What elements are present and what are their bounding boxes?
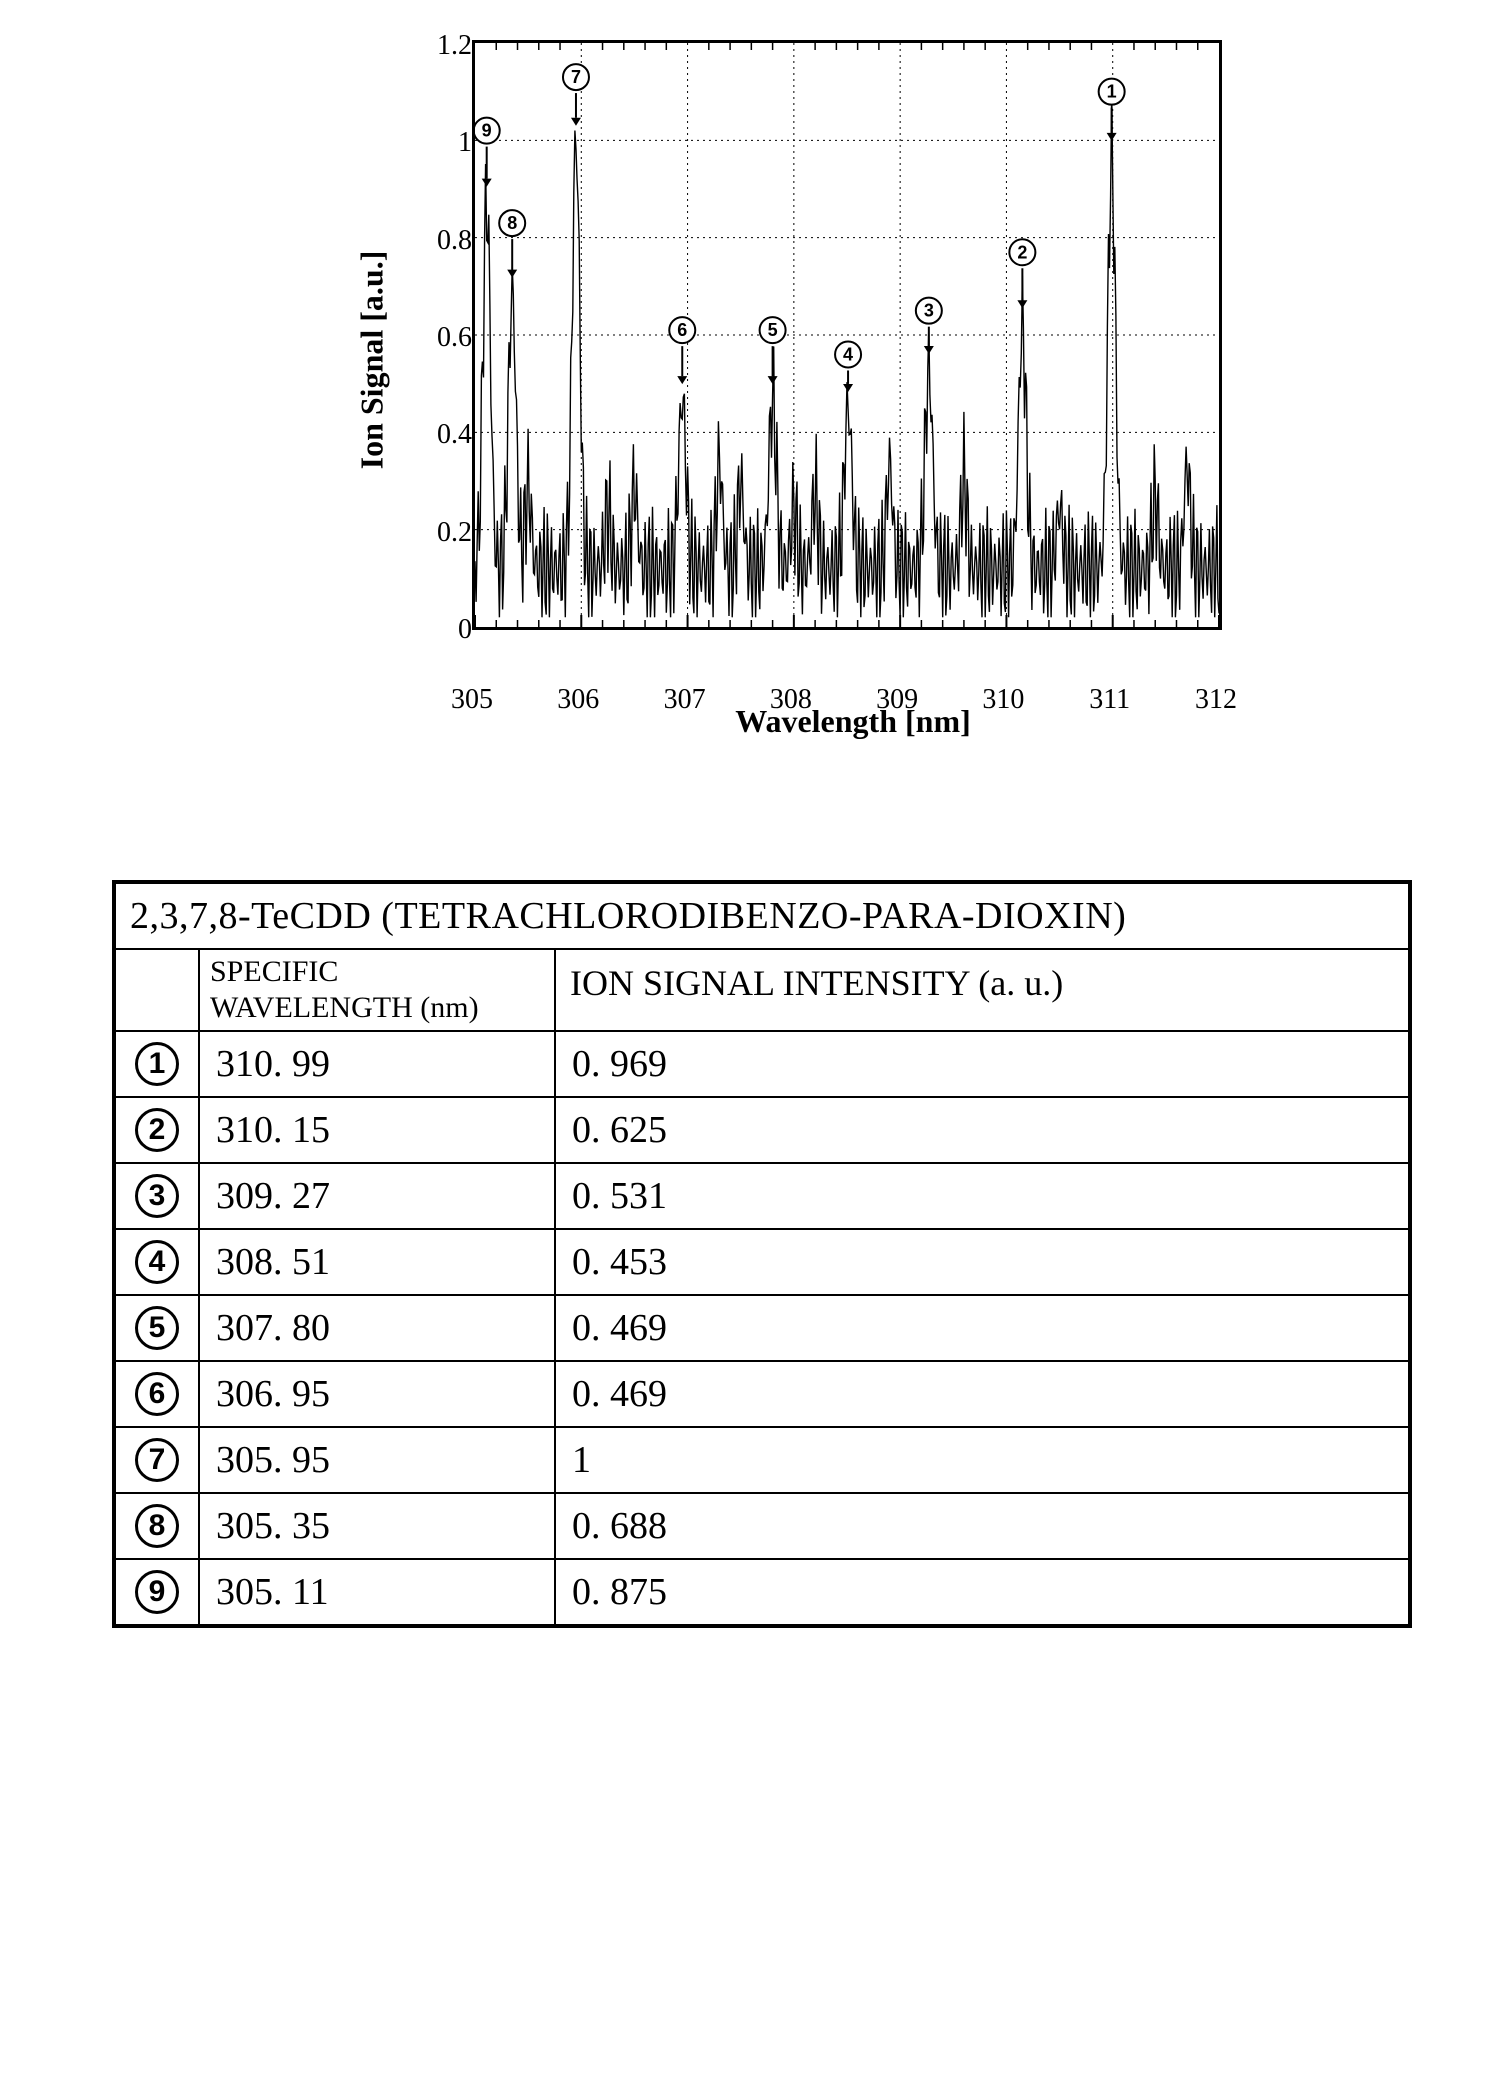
x-tick-label: 309	[876, 684, 918, 716]
table-row: 6306. 950. 469	[116, 1362, 1408, 1428]
row-intensity: 0. 688	[556, 1494, 1408, 1558]
row-index: 8	[116, 1494, 200, 1558]
page: Ion Signal [a.u.] 123456789 Wavelength […	[40, 40, 1464, 1628]
row-intensity: 0. 531	[556, 1164, 1408, 1228]
table-title: 2,3,7,8-TeCDD (TETRACHLORODIBENZO-PARA-D…	[116, 884, 1408, 950]
table-row: 2310. 150. 625	[116, 1098, 1408, 1164]
y-tick-label: 0.6	[412, 322, 472, 354]
row-intensity: 0. 969	[556, 1032, 1408, 1096]
y-tick-label: 0.2	[412, 517, 472, 549]
table-header-row: SPECIFIC WAVELENGTH (nm) ION SIGNAL INTE…	[116, 950, 1408, 1032]
chart-svg: 1 2 3 4 5 6 7 8 9	[475, 43, 1219, 627]
row-intensity: 0. 875	[556, 1560, 1408, 1624]
y-tick-label: 0	[412, 614, 472, 646]
peak-marker-label: 2	[1017, 242, 1027, 262]
x-tick-label: 307	[664, 684, 706, 716]
table-header-wavelength: SPECIFIC WAVELENGTH (nm)	[200, 950, 556, 1030]
row-index: 4	[116, 1230, 200, 1294]
row-index: 5	[116, 1296, 200, 1360]
table-header-intensity: ION SIGNAL INTENSITY (a. u.)	[556, 950, 1408, 1030]
row-wavelength: 310. 99	[200, 1032, 556, 1096]
chart-plot-area: 1 2 3 4 5 6 7 8 9	[472, 40, 1222, 630]
peak-marker-label: 7	[571, 67, 581, 87]
table-body: 1310. 990. 9692310. 150. 6253309. 270. 5…	[116, 1032, 1408, 1624]
table-row: 7305. 951	[116, 1428, 1408, 1494]
row-index: 3	[116, 1164, 200, 1228]
y-tick-label: 1	[412, 127, 472, 159]
peak-marker-label: 5	[768, 320, 778, 340]
row-wavelength: 309. 27	[200, 1164, 556, 1228]
peak-marker-label: 4	[843, 344, 853, 364]
table-row: 8305. 350. 688	[116, 1494, 1408, 1560]
row-wavelength: 305. 35	[200, 1494, 556, 1558]
spectrum-chart: Ion Signal [a.u.] 123456789 Wavelength […	[402, 40, 1222, 680]
y-tick-label: 0.8	[412, 225, 472, 257]
peak-marker-label: 8	[507, 213, 517, 233]
row-index: 2	[116, 1098, 200, 1162]
table-row: 4308. 510. 453	[116, 1230, 1408, 1296]
row-intensity: 0. 625	[556, 1098, 1408, 1162]
row-wavelength: 307. 80	[200, 1296, 556, 1360]
x-tick-label: 311	[1089, 684, 1130, 716]
data-table: 2,3,7,8-TeCDD (TETRACHLORODIBENZO-PARA-D…	[112, 880, 1412, 1628]
row-index: 1	[116, 1032, 200, 1096]
x-tick-label: 310	[982, 684, 1024, 716]
x-tick-label: 312	[1195, 684, 1237, 716]
y-tick-label: 0.4	[412, 419, 472, 451]
row-wavelength: 306. 95	[200, 1362, 556, 1426]
table-row: 3309. 270. 531	[116, 1164, 1408, 1230]
row-index: 6	[116, 1362, 200, 1426]
row-index: 7	[116, 1428, 200, 1492]
table-row: 5307. 800. 469	[116, 1296, 1408, 1362]
x-tick-label: 306	[557, 684, 599, 716]
peak-marker-label: 6	[677, 320, 687, 340]
table-header-index	[116, 950, 200, 1030]
row-intensity: 0. 469	[556, 1362, 1408, 1426]
row-wavelength: 305. 95	[200, 1428, 556, 1492]
peak-marker-label: 3	[924, 301, 934, 321]
chart-y-label: Ion Signal [a.u.]	[354, 251, 391, 470]
row-index: 9	[116, 1560, 200, 1624]
row-intensity: 0. 453	[556, 1230, 1408, 1294]
table-row: 1310. 990. 969	[116, 1032, 1408, 1098]
row-wavelength: 310. 15	[200, 1098, 556, 1162]
peak-marker-label: 9	[482, 121, 492, 141]
row-wavelength: 308. 51	[200, 1230, 556, 1294]
table-row: 9305. 110. 875	[116, 1560, 1408, 1624]
row-intensity: 1	[556, 1428, 1408, 1492]
peak-marker-label: 1	[1107, 82, 1117, 102]
y-tick-label: 1.2	[412, 30, 472, 62]
x-tick-label: 308	[770, 684, 812, 716]
row-wavelength: 305. 11	[200, 1560, 556, 1624]
row-intensity: 0. 469	[556, 1296, 1408, 1360]
x-tick-label: 305	[451, 684, 493, 716]
